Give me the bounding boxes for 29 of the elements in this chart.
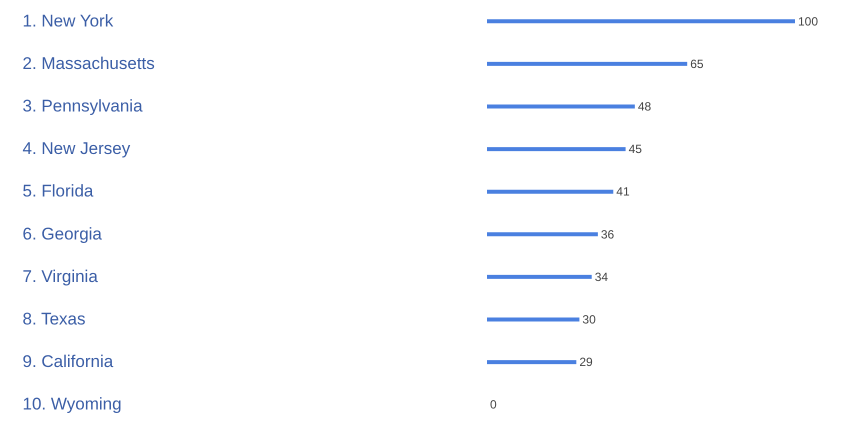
data-label: 45 [628,142,642,156]
data-label: 30 [582,312,596,326]
bar [487,232,598,236]
bar [487,360,576,364]
bar [487,318,580,322]
y-tick-label: 6. Georgia [22,224,102,244]
y-tick-label: 2. Massachusetts [22,54,155,73]
y-tick-label: 8. Texas [22,310,86,328]
y-tick-label: 7. Virginia [22,266,98,286]
data-label: 65 [690,56,704,71]
data-label: 0 [490,398,497,412]
data-label: 36 [600,227,615,242]
bar [487,274,592,279]
bar [487,190,614,194]
data-label: 48 [638,100,652,114]
y-tick-label: 9. California [22,352,114,372]
y-tick-label: 1. New York [22,11,114,30]
bar [487,147,626,152]
data-label: 34 [594,270,608,284]
y-tick-label: 3. Pennsylvania [22,96,144,116]
bar [487,104,635,108]
data-label: 29 [579,355,593,370]
data-label: 100 [798,14,818,28]
y-tick-label: 5. Florida [22,182,94,201]
y-tick-label: 10. Wyoming [22,394,122,414]
bar [487,19,795,24]
y-tick-label: 4. New Jersey [22,139,131,158]
data-label: 41 [616,184,630,199]
bar [487,62,688,66]
